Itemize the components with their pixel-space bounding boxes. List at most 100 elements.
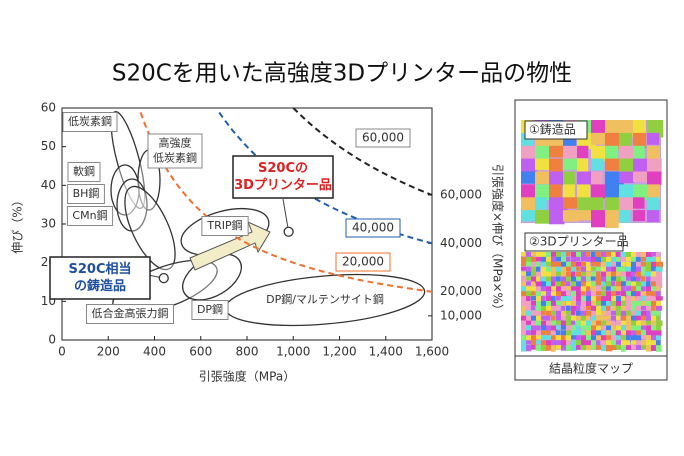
grain xyxy=(647,145,661,160)
grain xyxy=(546,252,552,259)
grain xyxy=(561,256,567,263)
grain xyxy=(636,256,641,263)
grain xyxy=(551,301,557,308)
grain xyxy=(577,184,591,202)
region-label-text: 低炭素鋼 xyxy=(68,114,112,128)
grain xyxy=(535,171,550,185)
grain xyxy=(586,252,591,257)
grain xyxy=(619,145,635,161)
grain xyxy=(549,197,568,213)
grain xyxy=(526,281,532,286)
y-tick-label: 40 xyxy=(41,178,56,192)
grain xyxy=(526,330,531,335)
region-label: TRIP鋼 xyxy=(201,216,249,236)
grain xyxy=(521,286,528,293)
grain xyxy=(606,345,613,352)
grain xyxy=(601,271,608,278)
grain xyxy=(576,345,581,350)
grain xyxy=(526,301,533,307)
grain xyxy=(536,286,541,293)
grain xyxy=(556,261,563,267)
grain xyxy=(526,266,533,272)
grain xyxy=(536,296,541,302)
grain xyxy=(591,330,596,336)
grain xyxy=(531,286,538,293)
grain xyxy=(549,210,565,225)
grain xyxy=(521,184,539,201)
grain xyxy=(656,286,661,291)
grain xyxy=(656,271,662,277)
grain xyxy=(521,340,527,347)
x-tick-label: 0 xyxy=(58,345,66,359)
grain xyxy=(601,252,608,259)
grain xyxy=(556,276,561,283)
grain xyxy=(636,330,643,335)
grain xyxy=(631,266,636,274)
grain xyxy=(601,345,608,352)
grain xyxy=(656,315,661,323)
grain xyxy=(621,276,627,281)
grain xyxy=(521,256,527,263)
grain xyxy=(535,210,551,224)
grain xyxy=(586,271,592,277)
curve-label-box xyxy=(345,218,401,238)
grain xyxy=(556,305,561,313)
grain xyxy=(576,320,583,328)
grain xyxy=(571,276,577,282)
grain xyxy=(581,335,588,342)
grain xyxy=(551,296,556,303)
grain xyxy=(656,310,661,317)
region-label-box xyxy=(62,112,118,132)
grain xyxy=(536,315,543,322)
grain xyxy=(576,266,581,271)
region-label: DP鋼/マルテンサイト鋼 xyxy=(266,292,384,306)
grain xyxy=(531,291,536,296)
grain xyxy=(606,256,613,263)
grain xyxy=(586,276,591,282)
region-label-text: 低合金高張力鋼 xyxy=(92,306,169,320)
grain xyxy=(591,276,596,281)
grain xyxy=(566,335,572,341)
grain xyxy=(611,296,616,303)
grain xyxy=(581,291,586,296)
grain xyxy=(541,291,547,296)
grain xyxy=(581,315,588,322)
grain xyxy=(581,252,588,259)
grain xyxy=(646,281,651,288)
grain xyxy=(561,286,567,293)
grain xyxy=(536,291,541,298)
grain xyxy=(576,291,581,298)
grain xyxy=(601,291,608,297)
grain xyxy=(546,325,553,332)
grain xyxy=(647,171,662,185)
grain xyxy=(551,345,556,352)
region-label-text: 高強度 xyxy=(159,136,192,150)
grain xyxy=(611,256,616,264)
grain xyxy=(563,210,580,222)
grain xyxy=(526,256,532,262)
region-shape xyxy=(110,164,140,216)
grain xyxy=(636,335,642,342)
grain xyxy=(521,330,526,335)
grain xyxy=(561,296,566,303)
image-label-box xyxy=(524,120,588,140)
grain xyxy=(596,256,602,263)
grain xyxy=(621,286,626,292)
grain xyxy=(621,345,626,352)
grain xyxy=(646,315,651,323)
grain xyxy=(581,261,588,267)
grain xyxy=(636,261,641,269)
grain xyxy=(561,301,566,307)
grain xyxy=(616,320,622,327)
grain xyxy=(616,256,620,264)
grain xyxy=(596,296,602,303)
grain xyxy=(576,296,582,303)
grain xyxy=(591,184,609,199)
grain xyxy=(586,345,592,351)
grain xyxy=(641,276,645,282)
grain xyxy=(641,301,648,308)
grain xyxy=(586,291,592,298)
grain xyxy=(549,145,565,158)
grain xyxy=(586,320,593,326)
grain xyxy=(546,276,552,283)
